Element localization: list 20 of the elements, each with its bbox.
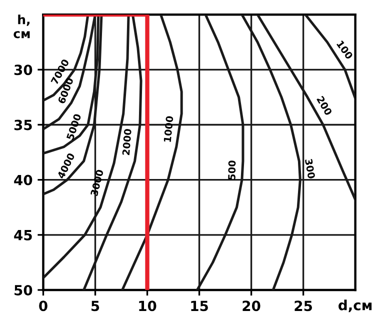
text: 3000 xyxy=(90,169,104,196)
x-axis-title: d,см xyxy=(338,300,372,312)
x-tick-label: 0 xyxy=(39,300,48,312)
text: 5000 xyxy=(66,113,82,140)
y-tick-label: 50 xyxy=(14,284,32,296)
y-tick-label: 40 xyxy=(14,174,32,186)
y-tick-label: 45 xyxy=(14,230,32,240)
text: 1000 xyxy=(164,116,174,142)
x-tick-label: 25 xyxy=(294,300,312,312)
x-tick-label: 10 xyxy=(139,300,156,312)
x-tick-label: 20 xyxy=(242,300,260,312)
text: 300 xyxy=(304,158,316,179)
x-tick-label: 15 xyxy=(191,300,208,312)
y-tick-label: 35 xyxy=(14,120,32,130)
y-axis-title: h, см xyxy=(14,14,30,38)
text: 4000 xyxy=(56,152,76,180)
y-tick-label: 30 xyxy=(14,64,32,76)
x-tick-label: 5 xyxy=(91,300,100,312)
text: 500 xyxy=(228,160,236,180)
text: 2000 xyxy=(122,128,132,156)
